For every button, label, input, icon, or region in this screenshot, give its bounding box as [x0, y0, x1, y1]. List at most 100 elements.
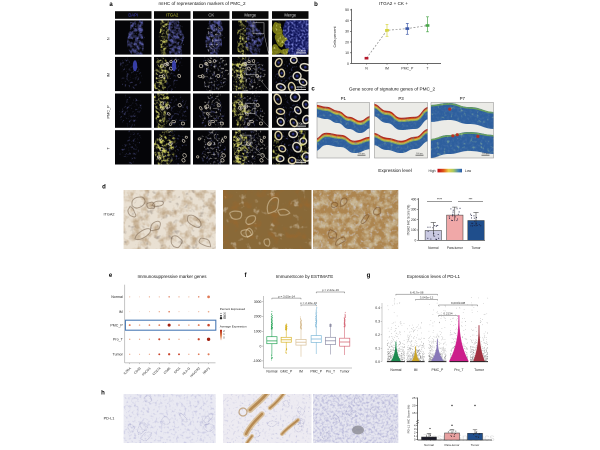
svg-text:0: 0 [260, 344, 262, 348]
svg-text:200: 200 [411, 218, 417, 222]
svg-text:Merge: Merge [284, 13, 297, 18]
svg-text:IDO1: IDO1 [173, 366, 181, 374]
svg-text:IM: IM [119, 310, 123, 314]
svg-text:Low: Low [465, 169, 472, 173]
svg-text:HLA-G: HLA-G [181, 366, 191, 376]
svg-text:Expression level: Expression level [378, 168, 411, 173]
svg-text:IM: IM [414, 368, 418, 372]
svg-text:P1: P1 [341, 96, 347, 101]
svg-text:500 μm: 500 μm [358, 153, 365, 155]
svg-text:Merge: Merge [244, 13, 257, 18]
svg-text:Tumor: Tumor [471, 443, 480, 447]
svg-text:Normal: Normal [424, 443, 434, 447]
svg-text:ImmuneScore by ESTIMATE: ImmuneScore by ESTIMATE [276, 274, 333, 279]
svg-text:50: 50 [345, 8, 349, 12]
svg-text:IL2RA: IL2RA [123, 366, 133, 376]
svg-text:1: 1 [223, 332, 225, 336]
svg-text:20: 20 [412, 404, 416, 408]
svg-text:Immunosuppressive marker genes: Immunosuppressive marker genes [137, 274, 207, 279]
svg-text:4: 4 [414, 424, 416, 428]
svg-text:0.2134: 0.2134 [443, 312, 453, 316]
svg-text:PMC_P: PMC_P [401, 67, 414, 71]
svg-text:15: 15 [412, 411, 416, 415]
svg-text:0.0: 0.0 [375, 360, 380, 364]
svg-text:N: N [365, 67, 368, 71]
svg-text:PD-L1: PD-L1 [104, 417, 115, 421]
svg-text:Para-tumor: Para-tumor [447, 246, 464, 250]
svg-text:c: c [311, 87, 315, 93]
svg-text:IM: IM [107, 73, 111, 77]
svg-text:40: 40 [345, 19, 349, 23]
svg-text:p = 3.05e-14: p = 3.05e-14 [278, 294, 295, 298]
svg-text:p = 2.22e-16: p = 2.22e-16 [300, 301, 317, 305]
svg-text:Normal: Normal [428, 246, 439, 250]
svg-text:T: T [426, 67, 429, 71]
svg-text:200μm: 200μm [296, 49, 306, 53]
svg-text:PMC_P: PMC_P [310, 370, 322, 374]
svg-text:f: f [245, 273, 248, 279]
svg-text:***: *** [469, 198, 473, 202]
svg-text:0: 0 [415, 239, 417, 243]
svg-text:CD86: CD86 [163, 366, 172, 375]
svg-text:2000: 2000 [254, 315, 262, 319]
svg-text:6.417e-08: 6.417e-08 [410, 290, 424, 294]
svg-text:500 μm: 500 μm [482, 153, 489, 155]
svg-text:PMC_P: PMC_P [110, 323, 123, 327]
svg-text:b: b [314, 2, 318, 8]
svg-text:0.0001438: 0.0001438 [451, 301, 466, 305]
svg-text:PD-L1 IHC Score (%): PD-L1 IHC Score (%) [407, 405, 411, 434]
svg-text:Gene score of signature genes: Gene score of signature genes of PMC_2 [349, 86, 436, 91]
svg-text:PMC_P: PMC_P [107, 105, 111, 119]
svg-text:P3: P3 [398, 96, 404, 101]
svg-text:e: e [109, 273, 113, 279]
svg-text:mIHC of representation markers: mIHC of representation markers of PMC_2 [158, 1, 246, 6]
svg-text:CK: CK [208, 13, 214, 18]
svg-text:Pro_T: Pro_T [454, 368, 463, 372]
svg-text:200μm: 200μm [296, 122, 306, 126]
svg-text:PMC_P: PMC_P [432, 368, 444, 372]
svg-text:****: **** [437, 198, 443, 202]
svg-text:30: 30 [345, 30, 349, 34]
svg-text:-1000: -1000 [253, 359, 262, 363]
svg-text:60: 60 [223, 316, 226, 320]
svg-text:IM: IM [299, 370, 303, 374]
svg-text:HAVCR2: HAVCR2 [189, 366, 201, 378]
svg-text:a: a [109, 2, 113, 8]
svg-text:DAPI: DAPI [128, 13, 138, 18]
svg-text:T: T [107, 147, 111, 150]
svg-text:200μm: 200μm [296, 158, 306, 162]
svg-text:NRP1: NRP1 [202, 366, 211, 375]
svg-text:Tumor: Tumor [471, 246, 481, 250]
svg-text:Normal: Normal [111, 295, 123, 299]
svg-text:25: 25 [412, 396, 416, 400]
svg-text:0: 0 [347, 62, 349, 66]
svg-text:Cells percent: Cells percent [333, 27, 337, 48]
svg-text:ITGA2 + CK +: ITGA2 + CK + [379, 1, 408, 6]
svg-text:0: 0 [223, 336, 225, 340]
svg-text:1000: 1000 [254, 330, 262, 334]
svg-text:Tumor: Tumor [113, 353, 124, 357]
svg-text:g: g [367, 273, 371, 279]
svg-text:40: 40 [223, 314, 226, 318]
svg-text:1: 1 [414, 434, 416, 438]
svg-text:d: d [102, 185, 106, 191]
svg-text:10: 10 [345, 51, 349, 55]
svg-text:PDCD1: PDCD1 [141, 366, 152, 377]
svg-text:100: 100 [411, 228, 417, 232]
svg-text:Tumor: Tumor [474, 368, 485, 372]
svg-text:Expression leves of PD-L1: Expression leves of PD-L1 [407, 274, 461, 279]
svg-text:0.4: 0.4 [375, 306, 380, 310]
svg-text:400: 400 [411, 197, 417, 201]
svg-text:3000: 3000 [254, 300, 262, 304]
svg-text:h: h [101, 391, 105, 397]
svg-text:Para-tumor: Para-tumor [444, 443, 459, 447]
svg-text:Average Expression: Average Expression [220, 325, 247, 329]
svg-text:3: 3 [414, 427, 416, 431]
svg-text:Normal: Normal [390, 368, 401, 372]
svg-text:GMC_P: GMC_P [280, 370, 293, 374]
svg-text:0: 0 [414, 438, 416, 442]
svg-text:p = 2.22e-16: p = 2.22e-16 [322, 288, 339, 292]
svg-text:Pro_T: Pro_T [113, 338, 124, 342]
svg-text:CD274: CD274 [152, 366, 162, 376]
svg-text:0.3: 0.3 [375, 320, 380, 324]
